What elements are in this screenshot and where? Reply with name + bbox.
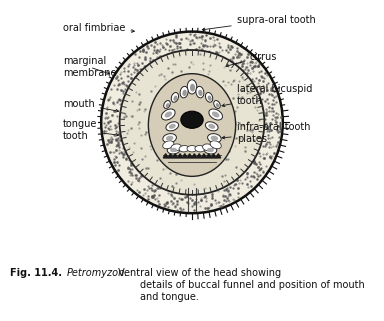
Ellipse shape: [190, 84, 195, 91]
Ellipse shape: [187, 145, 197, 152]
Ellipse shape: [167, 146, 180, 154]
Ellipse shape: [195, 145, 205, 152]
Ellipse shape: [211, 136, 218, 141]
Ellipse shape: [187, 80, 197, 94]
Ellipse shape: [165, 111, 172, 117]
Polygon shape: [192, 154, 197, 158]
Ellipse shape: [174, 96, 177, 101]
Ellipse shape: [170, 148, 177, 152]
Ellipse shape: [166, 122, 179, 131]
Ellipse shape: [166, 136, 173, 141]
Ellipse shape: [179, 145, 189, 152]
Polygon shape: [211, 154, 216, 158]
Text: oral fimbriae: oral fimbriae: [63, 23, 134, 33]
Text: supra-oral tooth: supra-oral tooth: [202, 15, 316, 31]
Polygon shape: [197, 154, 202, 158]
Ellipse shape: [163, 141, 174, 149]
Ellipse shape: [207, 148, 214, 152]
Text: cirrus: cirrus: [226, 52, 277, 67]
Ellipse shape: [208, 134, 221, 143]
Ellipse shape: [171, 144, 181, 151]
Ellipse shape: [198, 90, 203, 96]
Ellipse shape: [171, 92, 179, 102]
Ellipse shape: [210, 141, 221, 149]
Ellipse shape: [205, 122, 218, 131]
Ellipse shape: [169, 124, 176, 129]
Polygon shape: [163, 154, 168, 158]
Text: Ventral view of the head showing
        details of buccal funnel and position o: Ventral view of the head showing details…: [115, 268, 365, 301]
Polygon shape: [168, 154, 173, 158]
Ellipse shape: [180, 86, 188, 98]
Text: Fig. 11.4.: Fig. 11.4.: [10, 268, 61, 278]
Polygon shape: [206, 154, 211, 158]
Ellipse shape: [216, 103, 219, 108]
Ellipse shape: [205, 92, 213, 102]
Ellipse shape: [163, 134, 176, 143]
Polygon shape: [178, 154, 182, 158]
Ellipse shape: [196, 86, 204, 98]
Ellipse shape: [208, 96, 212, 101]
Ellipse shape: [181, 111, 203, 128]
Ellipse shape: [166, 103, 169, 108]
Ellipse shape: [209, 109, 222, 120]
Polygon shape: [216, 154, 221, 158]
Ellipse shape: [162, 109, 175, 120]
Text: infra-oral tooth
plates: infra-oral tooth plates: [222, 122, 310, 144]
Ellipse shape: [212, 111, 219, 117]
Ellipse shape: [204, 146, 217, 154]
Text: marginal
membrane: marginal membrane: [63, 56, 116, 78]
Text: tongue
tooth: tongue tooth: [63, 119, 119, 141]
Ellipse shape: [182, 90, 187, 96]
Ellipse shape: [148, 74, 236, 176]
Polygon shape: [187, 154, 192, 158]
Polygon shape: [173, 154, 178, 158]
Ellipse shape: [203, 144, 213, 151]
Text: Petromyzon.: Petromyzon.: [67, 268, 129, 278]
Text: lateral bicuspid
tooth: lateral bicuspid tooth: [222, 84, 312, 107]
Polygon shape: [182, 154, 187, 158]
Ellipse shape: [208, 124, 215, 129]
Ellipse shape: [214, 100, 220, 108]
Ellipse shape: [164, 100, 170, 108]
Circle shape: [120, 51, 264, 194]
Text: mouth: mouth: [63, 99, 119, 112]
Polygon shape: [202, 154, 206, 158]
Circle shape: [101, 31, 283, 213]
